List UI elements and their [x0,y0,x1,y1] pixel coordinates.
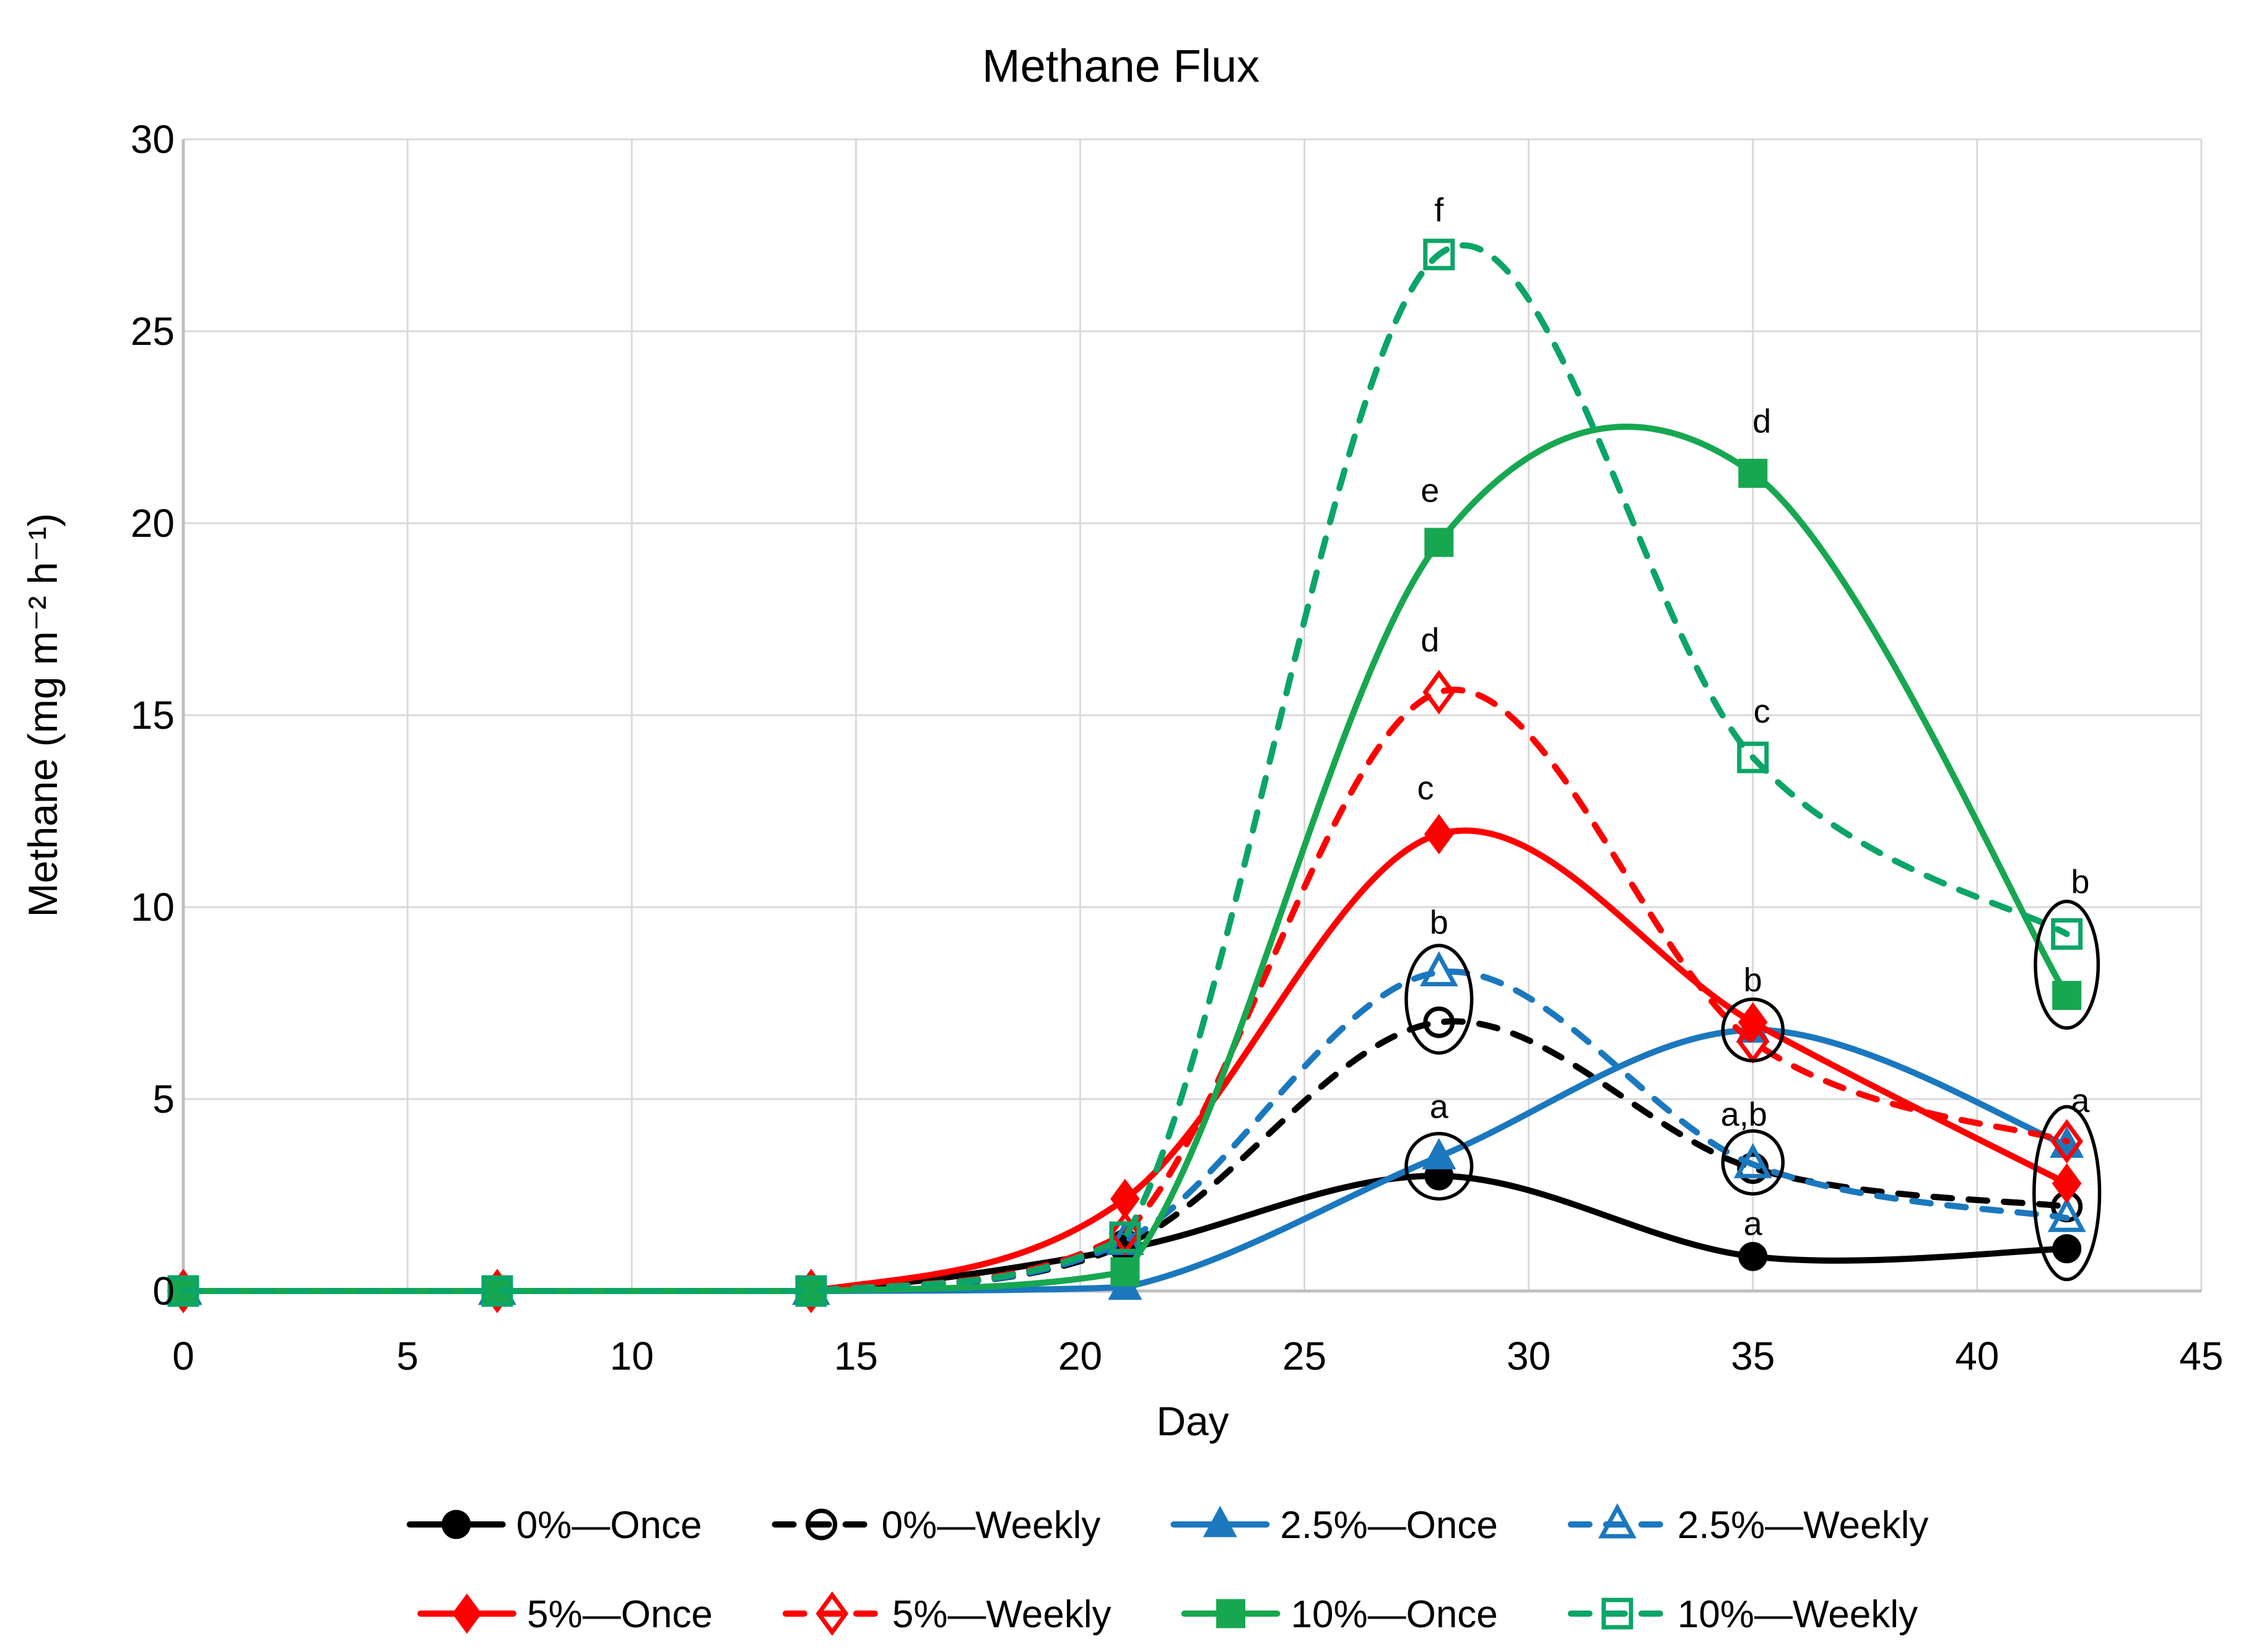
legend-marker-circle [806,1508,837,1541]
cluster-ellipse [1404,944,1474,1055]
stat-letter: b [1430,904,1448,941]
series-line [180,687,2070,1295]
cluster-ellipse [2032,1105,2102,1282]
legend-label: 0%—Weekly [882,1504,1101,1547]
data-point-circle-open [1423,1006,1455,1038]
annotation-layer: f e d c b a d c b a,b a b a [1404,192,2102,1282]
legend-marker-diamond [452,1593,482,1634]
y-tick-label: 20 [131,501,175,546]
legend-item-5-once: 5%—Once [417,1593,713,1636]
grid-layer [181,138,2203,1293]
y-tick-label: 5 [152,1077,175,1121]
x-tick-label: 30 [1507,1334,1551,1378]
data-point-diamond [1424,814,1454,854]
legend-label: 5%—Weekly [892,1593,1112,1636]
cluster-ellipse [2034,899,2100,1030]
stat-letter: f [1434,192,1444,229]
data-point-square-open [481,1275,513,1307]
x-tick-label: 10 [610,1334,654,1378]
x-axis-title: Day [1156,1398,1229,1444]
stat-letter: d [1752,403,1771,440]
legend-item-0-once: 0%—Once [406,1504,702,1547]
chart-title: Methane Flux [982,40,1260,92]
data-point-square-open [795,1275,827,1307]
x-tick-label: 25 [1282,1334,1326,1378]
legend: 0%—Once 0%—Weekly 2.5%—Once 2.5%—Weekly 5%—O… [406,1503,1928,1636]
legend-item-10-once: 10%—Once [1181,1593,1498,1636]
stat-letter: a [1430,1088,1449,1125]
y-axis-title: Methane (mg m⁻² h⁻¹) [20,513,66,918]
data-point-square-open [1423,238,1455,271]
tick-layer: 0 5 10 15 20 25 30 35 40 45 0 5 10 15 20 25 30 [131,117,2224,1378]
legend-label: 2.5%—Weekly [1678,1504,1928,1547]
series-line [180,1018,2070,1295]
y-tick-label: 30 [131,117,175,162]
x-tick-label: 35 [1731,1334,1775,1378]
stat-letter: c [1417,770,1434,807]
series-5-weekly [167,669,2083,1313]
data-point-square [1110,1257,1140,1287]
legend-marker-diamond [816,1591,849,1636]
y-tick-label: 25 [131,309,175,354]
data-point-triangle [1422,1137,1456,1170]
data-point-triangle-open [1419,951,1458,986]
x-tick-label: 5 [396,1334,419,1378]
y-tick-label: 0 [152,1269,175,1313]
legend-marker-triangle [1203,1505,1237,1537]
stat-letter: e [1421,472,1439,509]
legend-marker-triangle [1598,1503,1637,1539]
legend-label: 0%—Once [516,1504,702,1547]
legend-label: 2.5%—Once [1280,1504,1498,1547]
x-tick-label: 40 [1955,1334,1999,1378]
data-point-square-open [1737,741,1769,773]
cluster-ellipse [1404,1132,1474,1201]
x-tick-label: 45 [2179,1334,2223,1378]
data-point-circle [2052,1234,2082,1264]
legend-item-2.5-weekly: 2.5%—Weekly [1567,1503,1928,1547]
data-point-square-open [1109,1221,1141,1253]
legend-item-2.5-once: 2.5%—Once [1170,1504,1498,1547]
data-point-diamond-open [2050,1119,2083,1164]
data-point-square [1424,528,1454,557]
legend-label: 5%—Once [527,1593,713,1636]
legend-marker-square [1601,1598,1634,1630]
cluster-ellipse [1721,998,1785,1063]
series-10-once [168,424,2082,1306]
series-layer [164,238,2086,1313]
stat-letter: b [2071,864,2089,901]
legend-item-5-weekly: 5%—Weekly [782,1591,1112,1636]
data-point-square-open [2051,918,2083,950]
y-tick-label: 10 [131,885,175,929]
legend-marker-circle [442,1510,471,1539]
stat-letter: d [1421,622,1439,659]
cluster-ellipse [1721,1129,1785,1196]
stat-letter: c [1754,693,1770,730]
data-point-triangle-open [2047,1196,2086,1232]
data-point-diamond [2052,1163,2082,1204]
data-point-square [2052,981,2082,1011]
y-tick-label: 15 [131,693,175,737]
stat-letter: a [2071,1082,2090,1119]
series-10-weekly [167,238,2083,1307]
x-tick-label: 20 [1058,1334,1102,1378]
series-line [180,242,2070,1295]
legend-item-10-weekly: 10%—Weekly [1567,1593,1918,1636]
legend-marker-square [1216,1599,1245,1628]
x-tick-label: 0 [172,1334,194,1378]
stat-letter: a,b [1721,1096,1767,1133]
stat-letter: b [1744,962,1762,999]
legend-label: 10%—Once [1291,1593,1498,1636]
legend-label: 10%—Weekly [1678,1593,1918,1636]
data-point-square [1738,458,1768,488]
data-point-circle [1738,1241,1768,1271]
data-point-triangle-open [1733,1143,1772,1178]
data-point-square-open [167,1275,199,1307]
legend-item-0-weekly: 0%—Weekly [772,1504,1101,1547]
stat-letter: a [1744,1206,1763,1243]
data-point-diamond-open [1422,669,1456,715]
x-tick-label: 15 [834,1334,878,1378]
